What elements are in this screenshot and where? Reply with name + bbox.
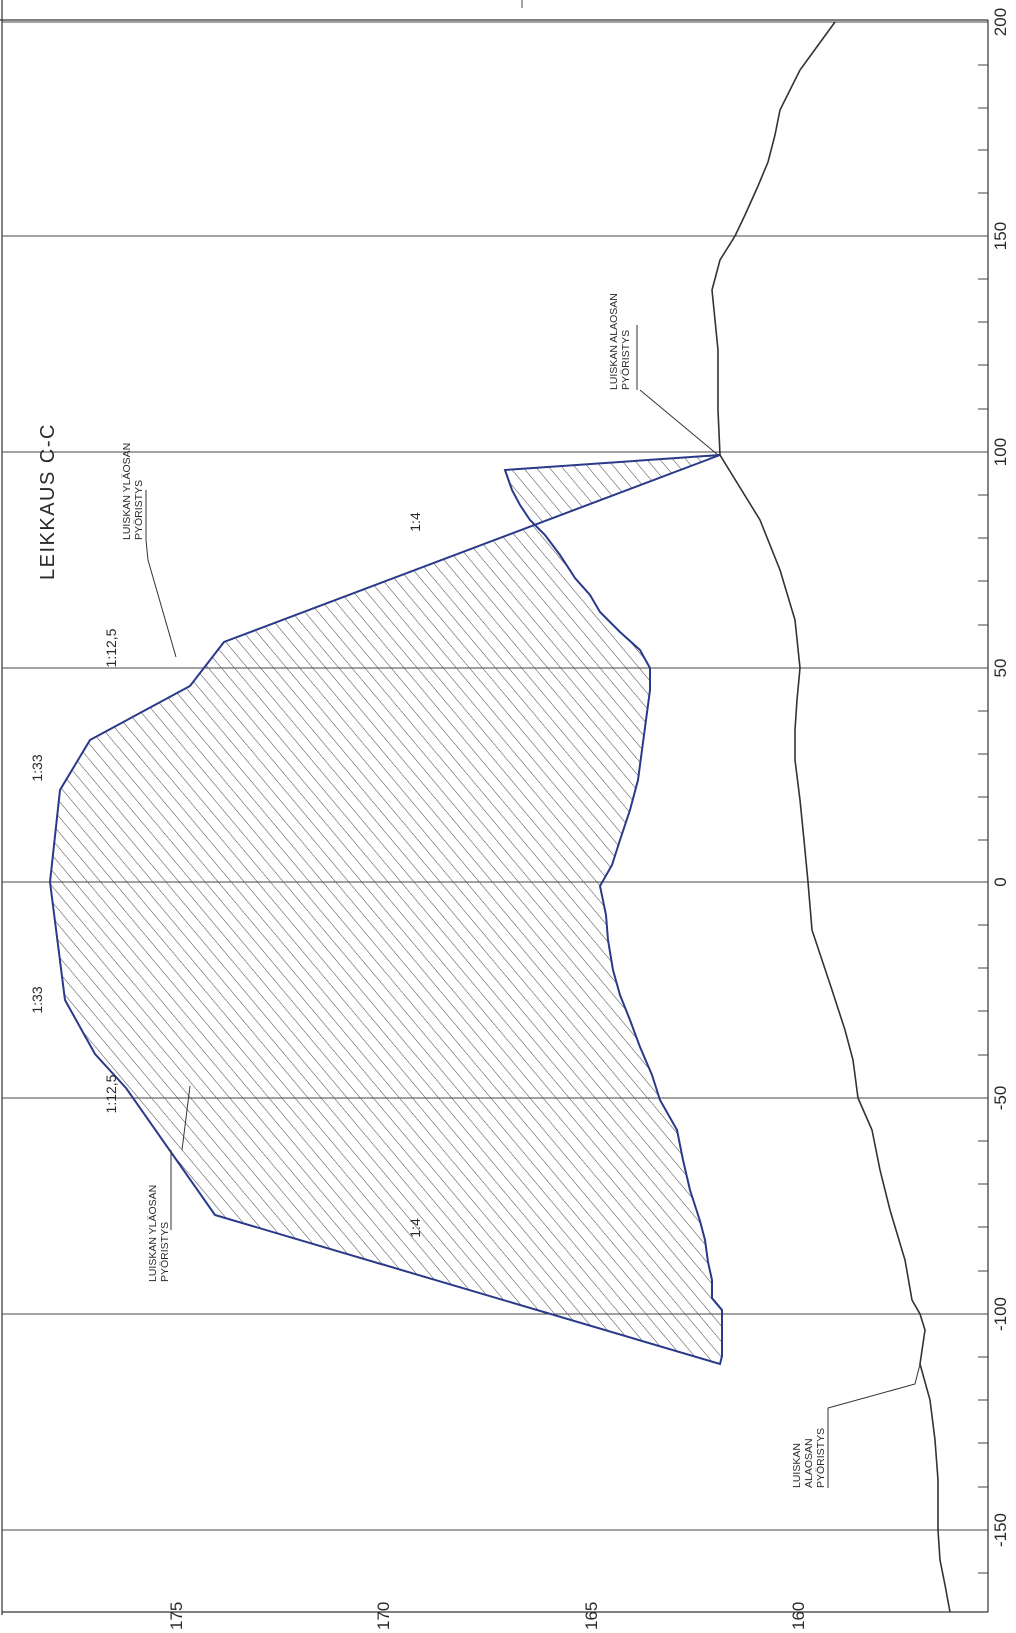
slope-label-left-upper: 1:12,5 (103, 1074, 119, 1113)
y-tick-160: 160 (789, 1602, 808, 1630)
slope-label-right-lower: 1:4 (407, 512, 423, 532)
crest-label-left: 1:33 (29, 986, 45, 1013)
crest-label-right: 1:33 (29, 754, 45, 781)
rounding-label-bottom-right-1: LUISKAN ALAOSAN (608, 293, 620, 390)
x-tick-100: 100 (991, 438, 1010, 466)
x-tick-minus100: -100 (991, 1297, 1010, 1331)
y-tick-170: 170 (374, 1602, 393, 1630)
section-title: LEIKKAUS C-C (37, 423, 59, 580)
embankment-section (48, 454, 723, 1366)
x-tick-200: 200 (991, 8, 1010, 36)
leader-top-left (181, 1085, 191, 1151)
rounding-label-top-left-2: PYÖRISTYS (159, 1222, 171, 1282)
slope-label-left-lower: 1:4 (407, 1218, 423, 1238)
x-tick-0: 0 (991, 877, 1010, 886)
rounding-label-bottom-left-3: PYÖRISTYS (815, 1428, 827, 1488)
leader-bottom-right (639, 389, 719, 456)
rounding-label-top-right-1: LUISKAN YLÄOSAN (121, 443, 133, 540)
rounding-label-bottom-left-2: ALAOSAN (803, 1438, 815, 1488)
right-edge-ticks (978, 64, 988, 1574)
x-tick-minus150: -150 (991, 1513, 1010, 1547)
x-tick-150: 150 (991, 222, 1010, 250)
rounding-label-top-left-1: LUISKAN YLÄOSAN (147, 1185, 159, 1282)
slope-label-right-upper: 1:12,5 (103, 628, 119, 667)
rounding-label-bottom-right-2: PYÖRISTYS (620, 330, 632, 390)
rounding-label-bottom-left-1: LUISKAN (791, 1443, 803, 1488)
ground-line (711, 21, 951, 1613)
x-tick-50: 50 (991, 659, 1010, 678)
leader-bottom-left (827, 1363, 921, 1409)
y-tick-165: 165 (582, 1602, 601, 1630)
y-tick-175: 175 (167, 1602, 186, 1630)
x-tick-minus50: -50 (991, 1086, 1010, 1111)
leader-top-right (145, 539, 177, 658)
rounding-label-top-right-2: PYÖRISTYS (133, 480, 145, 540)
